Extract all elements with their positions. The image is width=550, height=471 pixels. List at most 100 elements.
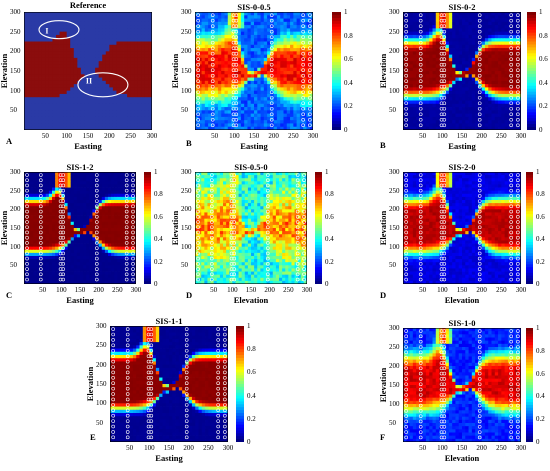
- heatmap-cell: [237, 15, 242, 19]
- heatmap-cell: [484, 84, 489, 88]
- heatmap-cell: [38, 74, 43, 78]
- heatmap-cell: [134, 77, 139, 82]
- heatmap-cell: [270, 31, 275, 36]
- heatmap-cell: [208, 51, 212, 56]
- heatmap-cell: [98, 67, 103, 72]
- heatmap-cell: [227, 18, 232, 23]
- heatmap-cell: [299, 48, 304, 52]
- colorbar-segment: [332, 71, 341, 75]
- heatmap-cell: [98, 215, 103, 220]
- heatmap-cell: [273, 64, 278, 69]
- heatmap-cell: [445, 120, 450, 124]
- heatmap-cell: [24, 67, 28, 72]
- heatmap-cell: [442, 107, 447, 111]
- heatmap-cell: [419, 107, 424, 111]
- heatmap-cell: [109, 25, 114, 29]
- heatmap-cell: [429, 87, 433, 92]
- heatmap-cell: [409, 93, 414, 98]
- heatmap-cell: [195, 87, 199, 92]
- heatmap-cell: [52, 181, 56, 185]
- heatmap-cell: [498, 120, 502, 124]
- heatmap-cell: [465, 48, 469, 52]
- heatmap-cell: [98, 221, 103, 226]
- heatmap-cell: [263, 57, 268, 62]
- heatmap-cell: [52, 203, 56, 207]
- heatmap-cell: [231, 34, 235, 39]
- heatmap-cell: [91, 87, 96, 92]
- heatmap-cell: [59, 31, 64, 36]
- heatmap-cell: [471, 71, 476, 75]
- heatmap-cell: [498, 71, 502, 75]
- heatmap-cell: [63, 15, 68, 19]
- heatmap-cell: [91, 18, 96, 23]
- heatmap-cell: [419, 110, 424, 115]
- heatmap-cell: [24, 25, 28, 29]
- heatmap-cell: [260, 100, 265, 105]
- heatmap-cell: [273, 110, 278, 115]
- well-sample-point: [442, 29, 447, 34]
- heatmap-cell: [286, 31, 291, 36]
- heatmap-cell: [240, 51, 245, 56]
- heatmap-cell: [88, 38, 92, 42]
- heatmap-cell: [31, 64, 36, 69]
- heatmap-cell: [59, 44, 64, 49]
- heatmap-cell: [39, 200, 44, 204]
- heatmap-cell: [270, 77, 275, 82]
- heatmap-cell: [198, 120, 202, 124]
- heatmap-cell: [250, 44, 255, 49]
- heatmap-cell: [30, 193, 34, 198]
- heatmap-cell: [42, 200, 47, 204]
- heatmap-cell: [141, 90, 146, 95]
- heatmap-cell: [432, 57, 437, 62]
- heatmap-cell: [130, 48, 135, 52]
- heatmap-cell: [406, 44, 410, 49]
- heatmap-cell: [127, 21, 132, 26]
- heatmap-cell: [504, 51, 509, 56]
- heatmap-cell: [250, 28, 255, 33]
- heatmap-cell: [293, 107, 298, 111]
- heatmap-cell: [412, 126, 417, 130]
- well-sample-point: [516, 79, 520, 84]
- heatmap-cell: [39, 193, 44, 198]
- heatmap-cell: [231, 51, 235, 56]
- heatmap-cell: [478, 84, 483, 88]
- heatmap-cell: [303, 44, 307, 49]
- heatmap-cell: [214, 15, 219, 19]
- heatmap-cell: [481, 74, 486, 78]
- heatmap-cell: [61, 212, 65, 216]
- heatmap-cell: [134, 90, 139, 95]
- heatmap-cell: [422, 93, 427, 98]
- heatmap-cell: [501, 107, 506, 111]
- heatmap-cell: [56, 84, 60, 88]
- heatmap-cell: [36, 221, 40, 226]
- heatmap-cell: [80, 187, 84, 192]
- heatmap-cell: [488, 15, 492, 19]
- heatmap-cell: [419, 51, 424, 56]
- colorbar-segment: [527, 65, 536, 69]
- heatmap-cell: [120, 215, 124, 220]
- heatmap-cell: [31, 18, 36, 23]
- well-sample-point: [516, 117, 520, 122]
- heatmap-cell: [263, 71, 268, 75]
- heatmap-cell: [224, 93, 229, 98]
- heatmap-cell: [52, 34, 57, 39]
- heatmap-cell: [132, 196, 136, 201]
- heatmap-cell: [86, 196, 90, 201]
- heatmap-cell: [306, 93, 311, 98]
- heatmap-cell: [48, 116, 53, 121]
- heatmap-cell: [58, 184, 62, 188]
- y-tick-label: 50: [10, 106, 17, 115]
- heatmap-cell: [211, 15, 216, 19]
- heatmap-cell: [303, 107, 307, 111]
- heatmap-cell: [91, 113, 96, 118]
- heatmap-cell: [116, 74, 121, 78]
- heatmap-cell: [144, 110, 149, 115]
- heatmap-cell: [309, 87, 313, 92]
- heatmap-cell: [511, 120, 515, 124]
- heatmap-cell: [48, 184, 53, 188]
- heatmap-cell: [432, 107, 437, 111]
- heatmap-cell: [31, 84, 36, 88]
- heatmap-cell: [109, 54, 114, 59]
- heatmap-cell: [86, 218, 90, 223]
- heatmap-cell: [84, 80, 89, 85]
